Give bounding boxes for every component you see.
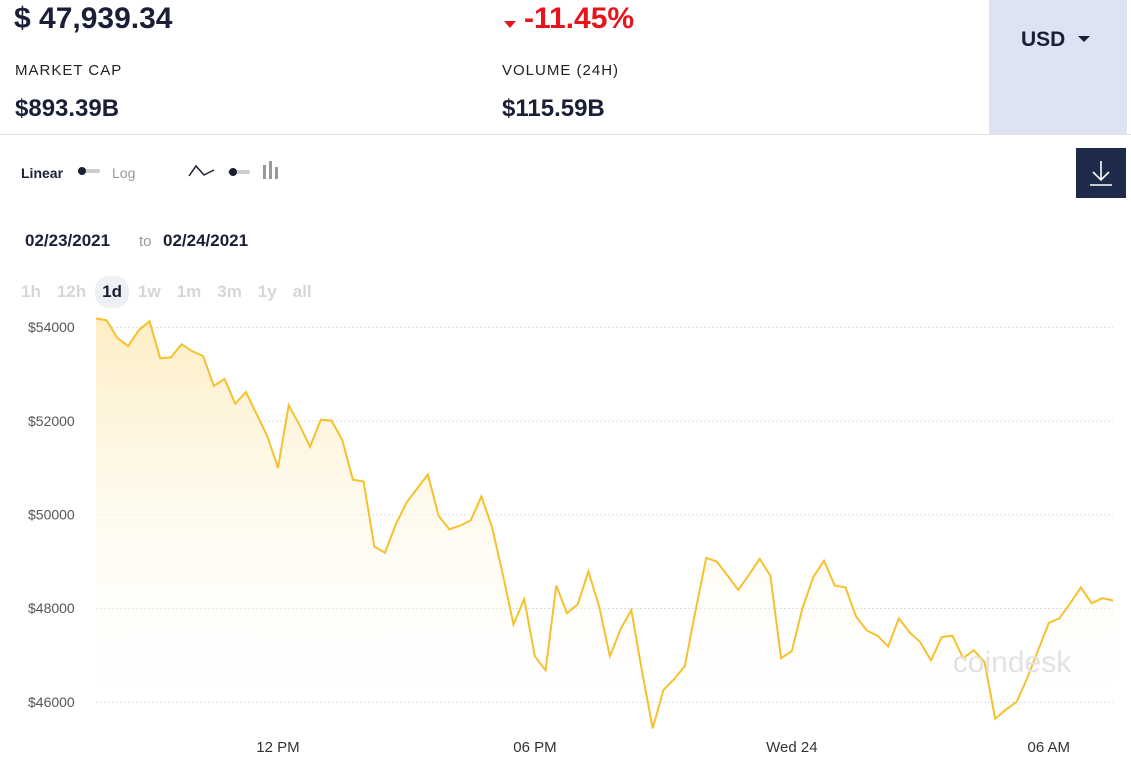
range-button[interactable]: 1d [95,276,129,308]
chart-type-toggle[interactable] [186,160,286,184]
price-line [95,317,1114,729]
dropdown-arrow [1078,36,1090,42]
range-button[interactable]: 12h [56,282,87,301]
range-button[interactable]: 1m [176,282,202,301]
y-tick-label: $52000 [28,413,75,429]
y-tick-label: $54000 [28,319,75,335]
y-tick-label: $50000 [28,506,75,522]
date-to[interactable]: 02/24/2021 [163,231,249,250]
date-from[interactable]: 02/23/2021 [25,231,111,250]
price: $ 47,939.34 [14,2,173,35]
linear-label[interactable]: Linear [21,165,64,181]
y-tick-label: $48000 [28,600,75,616]
down-arrow [504,21,516,28]
date-to-label: to [139,233,152,250]
range-button[interactable]: all [292,282,312,301]
log-label[interactable]: Log [112,165,136,181]
download-icon [1090,161,1112,186]
x-tick-label: 12 PM [256,739,299,756]
x-tick-label: Wed 24 [766,739,817,756]
range-button[interactable]: 1w [137,282,161,301]
range-button[interactable]: 3m [217,282,242,301]
scale-toggle[interactable] [76,164,102,178]
y-tick-label: $46000 [28,694,75,710]
market-cap: $893.39B [15,95,120,122]
range-buttons: 1h 12h 1d 1w 1m 3m 1y all [14,276,319,308]
range-button[interactable]: 1y [257,282,277,301]
x-tick-label: 06 PM [513,739,556,756]
range-button[interactable]: 1h [21,282,41,301]
x-tick-label: 06 AM [1028,739,1071,756]
download-button[interactable] [1076,148,1126,198]
volume-label: VOLUME (24H) [502,62,620,79]
currency: USD [1021,28,1066,51]
divider [0,134,1131,135]
chart: $46000 $48000 $50000 $52000 $54000 12 PM 06 PM… [28,317,1114,756]
volume: $115.59B [502,95,605,122]
market-cap-label: MARKET CAP [15,62,123,79]
price-change: -11.45% [524,2,635,35]
area [96,318,1113,735]
currency-selector[interactable]: USD [989,0,1127,134]
watermark: coindesk [953,646,1072,679]
